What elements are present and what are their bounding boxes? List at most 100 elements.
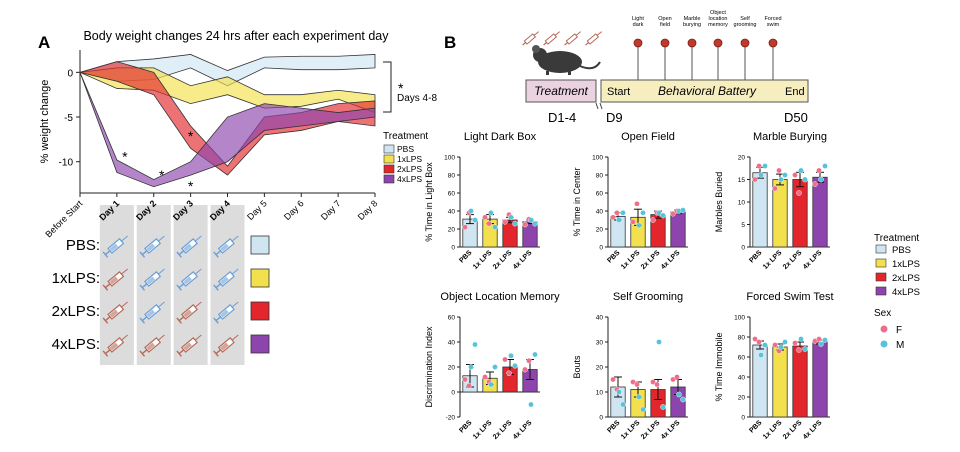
syringe-needle bbox=[194, 301, 202, 308]
data-point-M bbox=[680, 396, 686, 403]
group-swatch-4xLPS bbox=[250, 334, 270, 354]
syringe-barrel bbox=[565, 33, 579, 45]
syringe-handle bbox=[139, 350, 146, 357]
y-axis-label: % weight change bbox=[39, 80, 51, 164]
test-pin-head bbox=[633, 38, 643, 48]
syringe-plunger bbox=[215, 283, 222, 289]
bar-chart-4: Object Location Memory Discrimination Ind… bbox=[424, 291, 560, 441]
y-tick-label: 0 bbox=[599, 415, 603, 422]
bar-4xLPS bbox=[812, 176, 828, 248]
x-tick-label: PBS bbox=[748, 419, 763, 434]
y-tick-label: 15 bbox=[738, 177, 746, 184]
bar-chart-title: Marble Burying bbox=[753, 131, 827, 143]
data-point-F bbox=[654, 381, 660, 388]
treatment-legend-title: Treatment bbox=[874, 233, 919, 244]
data-point-F bbox=[486, 220, 492, 227]
x-tick-label: PBS bbox=[606, 419, 621, 434]
y-tick-label: 80 bbox=[448, 173, 456, 180]
syringe-handle bbox=[102, 350, 109, 357]
bar-chart-ylabel: % Time in Light Box bbox=[424, 162, 434, 242]
day-shade-1 bbox=[99, 205, 134, 365]
data-point-M bbox=[822, 337, 828, 343]
test-label: Self grooming bbox=[734, 16, 757, 28]
group-swatch-2xLPS bbox=[250, 301, 270, 321]
bar-chart-ylabel: % Time Immobile bbox=[714, 332, 724, 401]
x-tick-label: 4x LPS bbox=[660, 419, 682, 441]
syringe-fluid bbox=[183, 276, 192, 285]
syringe-needle bbox=[575, 31, 581, 36]
test-pin-head bbox=[713, 38, 723, 48]
saline-syringe-icon bbox=[213, 268, 239, 291]
syringe-needle bbox=[231, 268, 239, 275]
x-tick-label: Day 6 bbox=[282, 198, 306, 222]
syringe-fluid bbox=[109, 342, 119, 351]
bar-chart-6: Forced Swim Test % Time Immobile 0 20 40 60 80… bbox=[714, 291, 834, 441]
sex-legend-label: F bbox=[896, 325, 902, 336]
y-tick-label: 0 bbox=[451, 245, 455, 252]
series-4xLPS bbox=[79, 72, 376, 188]
d50-label: D50 bbox=[784, 110, 808, 125]
weight-chart-title: Body weight changes 24 hrs after each ex… bbox=[83, 29, 389, 43]
data-point-M bbox=[636, 394, 642, 400]
d9-label: D9 bbox=[606, 110, 623, 125]
y-tick-label: 20 bbox=[596, 227, 604, 234]
bar-chart-title: Open Field bbox=[621, 131, 675, 143]
syringe-needle bbox=[554, 31, 560, 36]
test-label: Forced swim bbox=[764, 16, 781, 28]
day-shade-4 bbox=[210, 205, 245, 365]
data-point-F bbox=[634, 381, 640, 388]
data-point-F bbox=[756, 339, 762, 345]
y-tick-label: 40 bbox=[448, 340, 456, 347]
y-tick-label: 40 bbox=[596, 209, 604, 216]
data-point-M bbox=[492, 364, 498, 370]
data-point-F bbox=[796, 190, 802, 196]
data-point-F bbox=[634, 200, 640, 207]
data-point-F bbox=[670, 210, 676, 217]
group-swatch-PBS bbox=[250, 235, 270, 255]
x-tick-label: 2x LPS bbox=[782, 249, 804, 271]
y-tick-label: -5 bbox=[64, 113, 73, 124]
bar-chart-ylabel: Discrimination Index bbox=[424, 326, 434, 408]
data-point-M bbox=[660, 404, 666, 410]
panel-a-letter: A bbox=[38, 33, 50, 52]
syringe-plunger bbox=[178, 349, 185, 355]
y-tick-label: 0 bbox=[741, 415, 745, 422]
syringe-plunger bbox=[178, 250, 185, 256]
x-tick-label: 4x LPS bbox=[512, 249, 534, 271]
x-tick-label: 1x LPS bbox=[762, 249, 784, 271]
bar-1xLPS bbox=[772, 346, 788, 418]
days-4-8-bracket: * Days 4-8 bbox=[383, 61, 437, 113]
bar-chart-title: Object Location Memory bbox=[440, 291, 560, 303]
timeline: Treatment Behavioral Battery Start End D… bbox=[522, 10, 809, 125]
data-point-F bbox=[630, 379, 636, 385]
x-tick-label: Before Start bbox=[43, 198, 84, 239]
treatment-legend-label: 2xLPS bbox=[892, 273, 920, 284]
syringe-plunger bbox=[141, 316, 148, 322]
data-point-M bbox=[472, 341, 478, 348]
x-tick-label: 2x LPS bbox=[640, 419, 662, 441]
data-point-M bbox=[528, 401, 534, 408]
syringe-needle bbox=[121, 301, 128, 308]
data-point-F bbox=[610, 376, 616, 383]
y-tick-label: 80 bbox=[596, 173, 604, 180]
sex-legend-label: M bbox=[896, 340, 904, 351]
lps-syringe-icon bbox=[176, 301, 202, 324]
data-point-M bbox=[508, 352, 514, 359]
y-tick-label: 60 bbox=[738, 355, 746, 362]
syringe-handle bbox=[213, 350, 219, 357]
data-point-F bbox=[752, 336, 758, 342]
syringe-needle bbox=[194, 235, 202, 242]
bar-2xLPS bbox=[792, 179, 808, 248]
y-tick-label: 0 bbox=[599, 245, 603, 252]
test-pin-head bbox=[740, 38, 750, 48]
syringe-handle bbox=[102, 317, 109, 324]
x-tick-label: PBS bbox=[748, 249, 763, 264]
bar-chart-3: Marble Burying Marbles Buried 0 5 10 15 20 PBS1… bbox=[714, 131, 830, 271]
data-point-M bbox=[512, 220, 518, 227]
treatment-legend-swatch-4xLPS bbox=[875, 286, 887, 296]
data-point-F bbox=[816, 167, 822, 174]
